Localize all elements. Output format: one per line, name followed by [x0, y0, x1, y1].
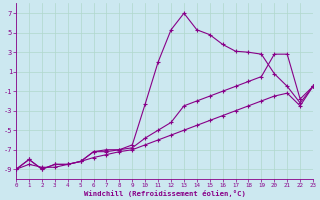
X-axis label: Windchill (Refroidissement éolien,°C): Windchill (Refroidissement éolien,°C): [84, 190, 245, 197]
